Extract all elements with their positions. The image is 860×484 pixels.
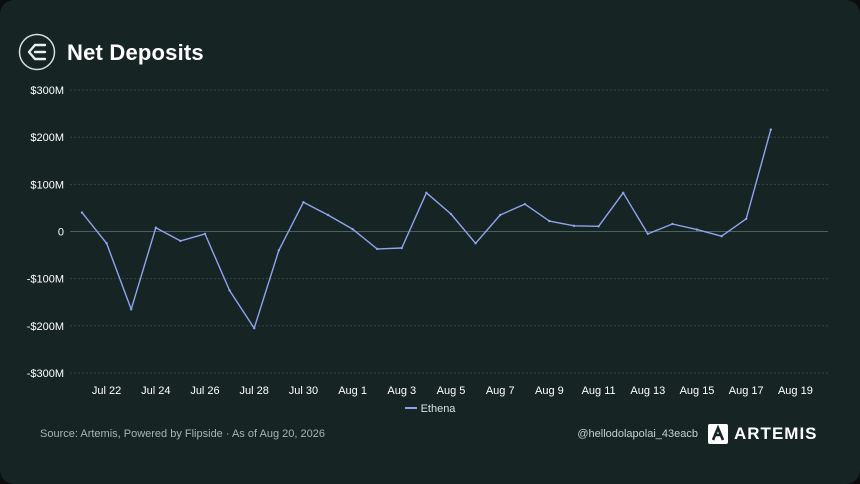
artemis-e-logo-icon (18, 33, 56, 71)
data-point (400, 246, 403, 250)
chart-legend[interactable]: Ethena (0, 403, 860, 415)
data-point (720, 235, 723, 238)
data-point (179, 239, 182, 243)
data-point (523, 202, 526, 206)
data-point (326, 213, 330, 217)
data-point (474, 242, 477, 245)
x-tick-label: Jul 28 (240, 385, 269, 397)
data-point (228, 289, 231, 292)
data-point (351, 227, 354, 231)
series-line-ethena (81, 128, 772, 329)
x-tick-label: Aug 11 (582, 385, 616, 397)
y-tick-label: -$300M (27, 368, 64, 380)
y-tick-label: $300M (30, 85, 64, 97)
legend-swatch-ethena (404, 407, 417, 410)
x-tick-label: Jul 26 (190, 385, 219, 397)
data-point (80, 211, 84, 214)
x-tick-label: Aug 19 (778, 385, 813, 397)
source-note: Source: Artemis, Powered by Flipside · A… (40, 428, 325, 440)
data-point (646, 232, 649, 236)
legend-label-ethena: Ethena (420, 403, 456, 415)
x-tick-label: Jul 22 (92, 385, 121, 397)
data-point (277, 249, 280, 252)
x-tick-label: Aug 7 (486, 385, 515, 397)
data-point (203, 232, 207, 236)
y-tick-label: -$100M (27, 274, 64, 286)
data-point (105, 242, 108, 245)
data-point (671, 222, 674, 226)
data-point (253, 326, 256, 330)
x-tick-label: Aug 15 (680, 385, 715, 397)
x-tick-label: Jul 30 (289, 385, 318, 397)
x-tick-label: Aug 1 (338, 385, 367, 397)
x-tick-label: Jul 24 (141, 385, 170, 397)
data-point (130, 308, 133, 311)
data-point (548, 219, 551, 223)
x-tick-label: Aug 17 (729, 385, 764, 397)
data-point (302, 201, 305, 204)
data-point (695, 228, 699, 231)
data-point (769, 128, 772, 131)
artemis-brand: ARTEMIS (708, 423, 818, 445)
x-tick-label: Aug 3 (387, 385, 416, 397)
author-handle: @hellodolapolai_43eacb (577, 428, 698, 440)
data-point (745, 217, 748, 220)
x-tick-label: Aug 5 (437, 385, 466, 397)
data-point (154, 226, 157, 229)
data-point (597, 225, 600, 228)
data-point (376, 247, 379, 251)
data-point (499, 213, 502, 217)
x-tick-label: Aug 13 (630, 385, 665, 397)
data-point (622, 191, 625, 195)
y-tick-label: $100M (30, 179, 64, 191)
data-point (425, 191, 428, 195)
brand-name: ARTEMIS (734, 424, 818, 443)
x-tick-label: Aug 9 (535, 385, 564, 397)
chart-title: Net Deposits (67, 40, 204, 65)
y-tick-label: -$200M (27, 321, 64, 333)
y-tick-label: 0 (58, 227, 64, 239)
data-point (449, 212, 453, 216)
y-tick-label: $200M (30, 132, 64, 144)
artemis-a-logo-icon (708, 424, 728, 444)
data-point (572, 224, 576, 228)
